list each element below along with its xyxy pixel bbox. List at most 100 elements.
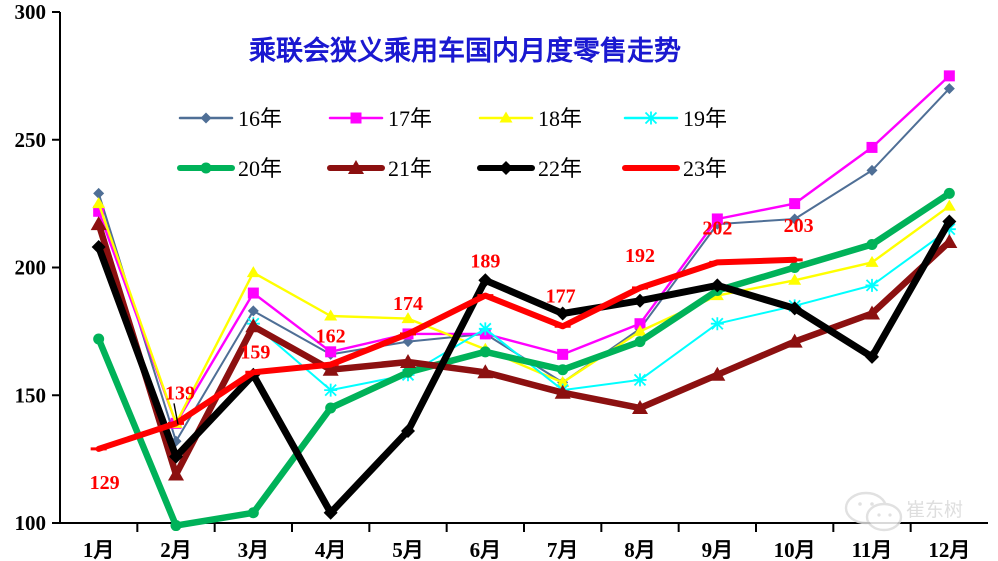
series-marker [644,111,658,125]
series-marker [478,322,492,336]
series-marker [245,318,262,333]
series-marker [479,346,491,358]
y-axis-tick-labels: 100 150 200 250 300 [15,0,47,535]
x-axis-tick-label: 4月 [315,538,347,561]
series-marker [554,384,571,399]
x-axis-tick-label: 9月 [702,538,734,561]
series-marker [711,213,723,225]
series-marker [633,373,647,387]
series-marker [787,301,802,316]
series-marker [401,424,415,439]
legend-item-17年[interactable]: 17年 [328,106,432,131]
series-marker [786,333,803,348]
wechat-icon [844,491,903,532]
legend-label: 21年 [388,156,432,181]
series-marker [788,273,802,285]
legend-label: 20年 [238,156,282,181]
y-axis-tick-label: 250 [15,128,47,152]
series-marker [246,266,260,278]
series-marker [556,375,570,387]
series-marker [943,187,955,199]
series-marker [633,324,647,336]
series-20年 [93,187,955,532]
series-marker [200,162,212,174]
legend-label: 18年 [538,106,582,131]
data-label-layer: 129 139 159 162 174 189 177 192 202 203 [90,215,814,494]
legend-item-16年[interactable]: 16年 [178,106,282,131]
series-marker [866,164,878,176]
series-marker [401,312,415,324]
series-marker [942,199,956,211]
x-axis-tick-label: 5月 [392,538,424,561]
series-17年 [93,70,955,429]
x-axis-tick-label: 2月 [160,538,192,561]
legend-item-19年[interactable]: 19年 [623,106,727,131]
legend-item-22年[interactable]: 22年 [477,156,582,181]
legend-item-20年[interactable]: 20年 [177,156,282,181]
legend-label: 17年 [388,106,432,131]
series-marker [323,505,338,520]
data-label: 174 [393,293,423,315]
series-marker [90,216,107,231]
data-label: 189 [470,251,500,273]
y-axis-tick-label: 100 [15,511,47,535]
series-marker [478,273,493,288]
chart-legend: 16年 17年 18年 19年 20年 21年 22年 23年 [177,106,727,181]
series-marker [93,205,105,217]
series-marker [247,507,259,519]
x-axis-tick-labels: 1月 2月 3月 4月 5月 6月 7月 8月 9月 10月 11月 12月 [83,538,970,561]
series-marker [91,240,106,255]
y-axis-tick-label: 150 [15,383,47,407]
series-line [95,220,953,478]
x-axis-tick-label: 7月 [547,538,579,561]
legend-item-21年[interactable]: 21年 [327,156,432,181]
series-marker [325,402,337,414]
series-marker [634,318,646,330]
y-axis-tick-label: 300 [15,0,47,24]
series-marker [324,383,338,397]
series-marker [325,346,337,358]
series-marker [865,255,879,267]
legend-item-18年[interactable]: 18年 [478,106,582,131]
watermark-label: 崔东树 [906,499,963,521]
legend-label: 16年 [238,106,282,131]
page-title: 乘联会狭义乘用车国内月度零售走势 [248,35,681,66]
series-marker [499,111,513,123]
series-marker [557,348,569,360]
series-marker [632,400,648,415]
series-marker [864,305,880,320]
series-marker [247,305,259,317]
legend-item-23年[interactable]: 23年 [622,156,727,181]
series-line [97,202,951,425]
series-line [95,256,798,452]
series-marker [400,354,416,369]
series-marker [789,213,801,225]
series-marker [789,198,801,210]
data-label: 139 [165,382,195,404]
series-layer [90,70,958,532]
data-label: 192 [625,245,655,267]
legend-label: 23年 [683,156,727,181]
series-marker [709,366,726,381]
data-label: 162 [316,326,346,348]
y-axis-ticks [52,11,60,524]
series-marker [93,187,105,199]
series-line [252,228,951,392]
series-marker [402,366,414,378]
series-marker [634,336,646,348]
x-axis-tick-label: 1月 [83,538,115,561]
data-label: 159 [240,341,270,363]
series-marker [710,278,725,293]
x-axis-tick-label: 3月 [238,538,270,561]
series-marker [710,317,724,331]
series-marker [943,70,955,82]
series-marker [247,287,259,299]
series-marker [942,214,957,229]
series-marker [865,349,879,364]
data-label: 202 [702,217,732,239]
series-line [95,190,953,529]
series-marker [555,306,570,321]
series-21年 [90,216,958,481]
